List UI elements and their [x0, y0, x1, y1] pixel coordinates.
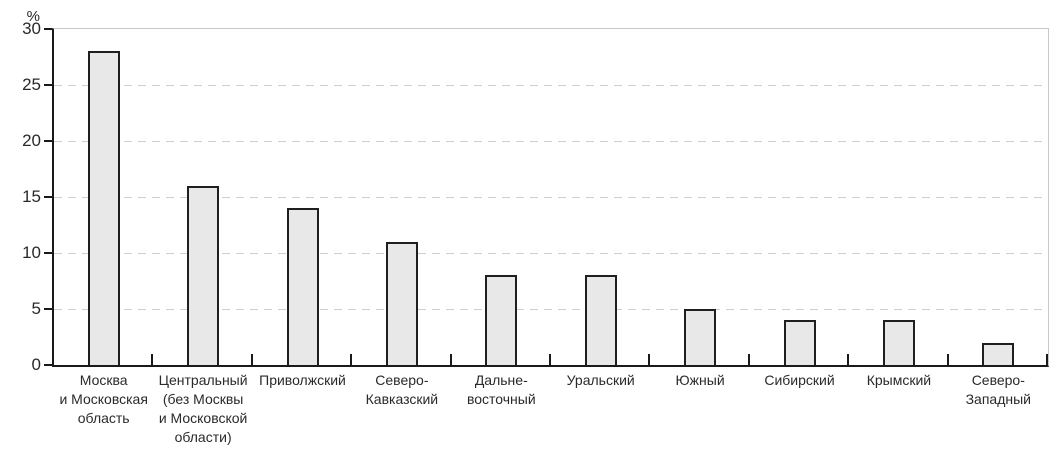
gridline-15 — [54, 197, 1048, 198]
bar-1 — [187, 185, 220, 365]
bar-9 — [982, 342, 1015, 365]
category-label-6: Южный — [675, 372, 725, 388]
gridline-20 — [54, 141, 1048, 142]
gridline-5 — [54, 309, 1048, 310]
x-axis-tick-1 — [151, 354, 154, 365]
x-axis-tick-4 — [449, 354, 452, 365]
bar-7 — [783, 320, 816, 365]
bar-3 — [385, 241, 418, 365]
x-axis-tick-2 — [250, 354, 253, 365]
bar-8 — [882, 320, 915, 365]
bar-5 — [584, 275, 617, 365]
category-label-4: Дальне- восточный — [466, 372, 536, 407]
category-label-5: Уральский — [566, 372, 635, 388]
x-axis-tick-3 — [350, 354, 353, 365]
y-axis-tick-25 — [44, 84, 52, 86]
category-label-7: Сибирский — [764, 372, 835, 388]
category-label-0: Москва и Московская область — [59, 372, 148, 426]
category-label-2: Приволжский — [259, 372, 346, 388]
y-tick-label-30: 30 — [22, 19, 41, 38]
y-axis-tick-5 — [44, 308, 52, 310]
y-tick-label-10: 10 — [22, 243, 41, 262]
bar-4 — [485, 275, 518, 365]
x-axis-tick-5 — [549, 354, 551, 365]
category-label-8: Крымский — [866, 372, 932, 388]
plot-area — [52, 28, 1049, 367]
y-tick-label-20: 20 — [22, 131, 41, 150]
y-axis-unit-label: % — [26, 8, 40, 25]
x-axis-tick-6 — [648, 354, 651, 365]
y-tick-label-5: 5 — [31, 299, 41, 318]
x-axis-tick-7 — [747, 354, 750, 365]
y-tick-label-25: 25 — [22, 75, 41, 94]
x-axis-tick-9 — [946, 354, 949, 365]
y-axis-tick-20 — [44, 140, 52, 142]
y-axis-tick-0 — [44, 364, 52, 366]
bar-0 — [87, 51, 120, 365]
x-axis-tick-10 — [1046, 354, 1048, 365]
gridline-25 — [54, 85, 1048, 86]
category-label-3: Северо- Кавказский — [365, 372, 439, 407]
y-tick-label-15: 15 — [22, 187, 41, 206]
y-axis-tick-30 — [44, 28, 52, 30]
y-tick-label-0: 0 — [31, 355, 41, 374]
y-axis-tick-10 — [44, 252, 52, 254]
gridline-10 — [54, 253, 1048, 254]
y-axis-tick-15 — [44, 196, 52, 198]
x-axis-tick-8 — [847, 354, 850, 365]
bar-2 — [286, 208, 319, 365]
category-label-9: Северо- Западный — [965, 372, 1031, 407]
bar-6 — [684, 309, 717, 365]
category-label-1: Центральный (без Москвы и Московской обл… — [158, 372, 248, 445]
